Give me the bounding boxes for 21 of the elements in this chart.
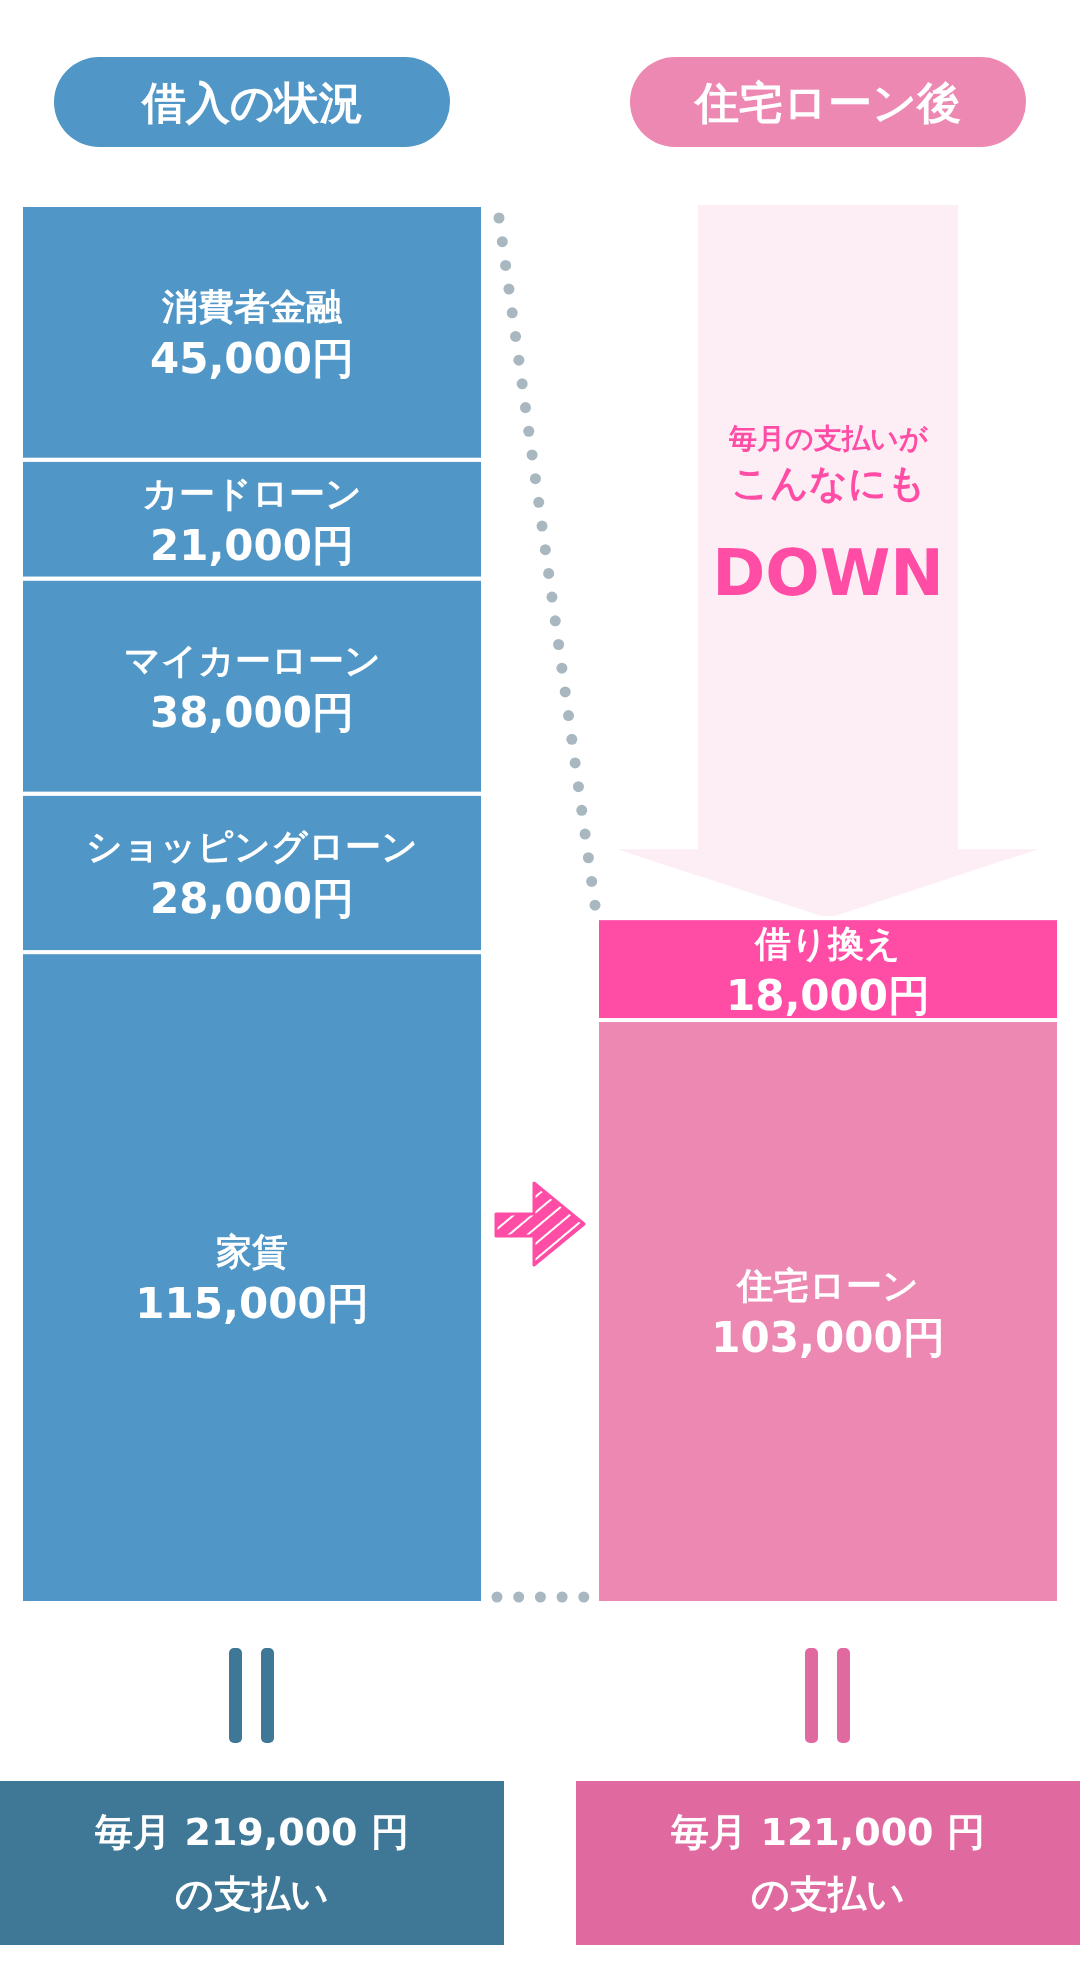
value-label: 28,000円 <box>149 874 355 924</box>
series-name: 消費者金融 <box>162 285 342 327</box>
annotation: DOWN <box>712 536 944 610</box>
series-name: 借り換え <box>755 922 901 964</box>
series-name: カードローン <box>142 472 362 514</box>
value-label: 21,000円 <box>149 520 355 570</box>
series-name: マイカーローン <box>123 639 381 681</box>
value-label: 115,000円 <box>135 1279 369 1329</box>
category-label: 住宅ローン後 <box>695 76 961 128</box>
annotation: 毎月の支払いが <box>728 421 928 455</box>
annotation: 毎月 121,000 円の支払い <box>671 1810 985 1916</box>
annotation: 毎月 219,000 円の支払い <box>95 1810 409 1916</box>
series-name: 住宅ローン <box>737 1265 919 1306</box>
value-label: 38,000円 <box>149 687 355 737</box>
value-label: 45,000円 <box>149 333 355 383</box>
annotation: こんなにも <box>730 461 926 505</box>
series-name: ショッピングローン <box>86 826 418 868</box>
value-label: 18,000円 <box>725 970 931 1020</box>
category-label: 借入の状況 <box>141 76 363 128</box>
value-label: 103,000円 <box>711 1313 945 1362</box>
series-name: 家賃 <box>216 1231 288 1273</box>
